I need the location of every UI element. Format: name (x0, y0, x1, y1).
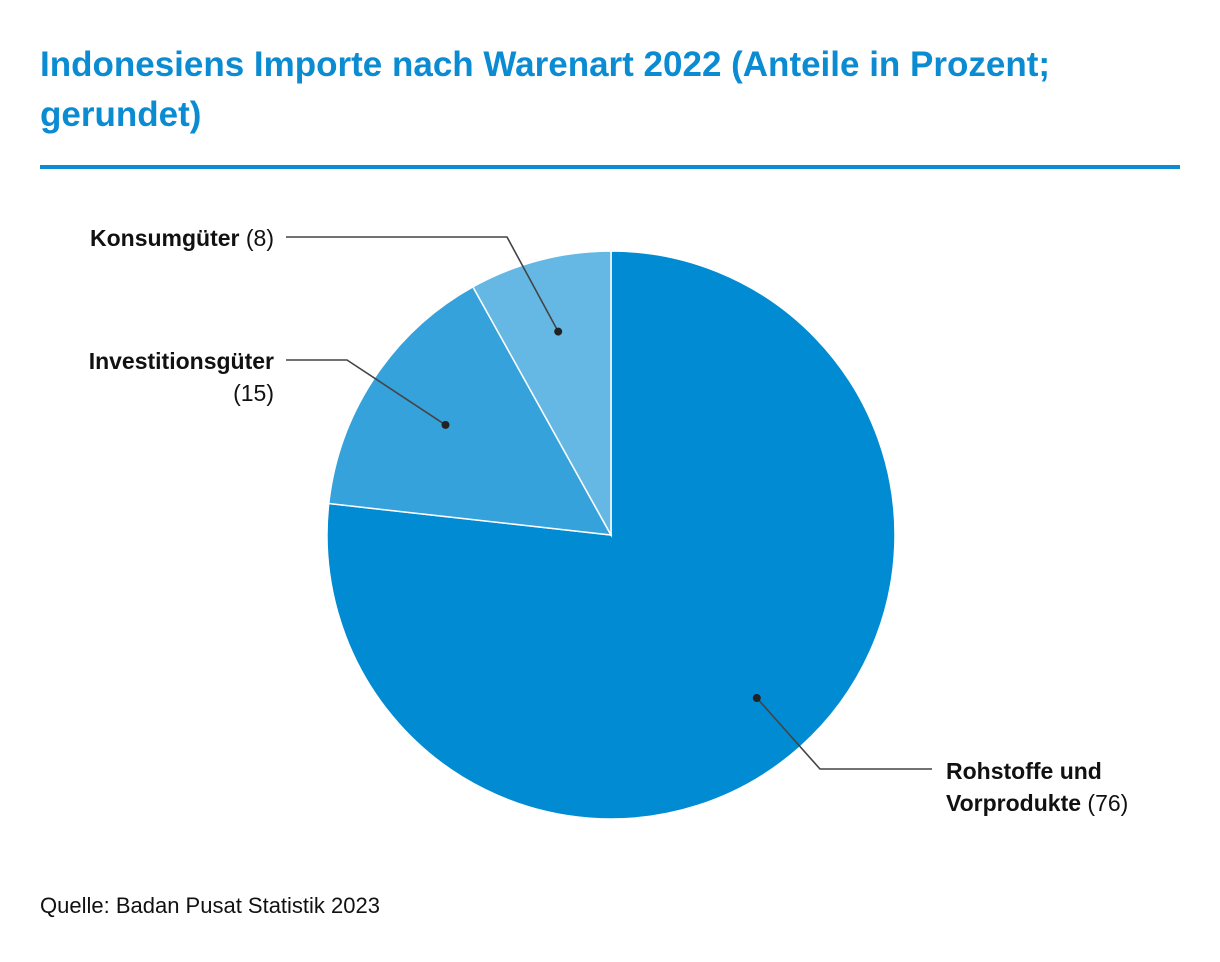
slice-label: Konsumgüter (8) (90, 225, 274, 251)
leader-dot (554, 327, 563, 336)
slice-label: Investitionsgüter (15) (89, 348, 274, 406)
leader-line (756, 697, 932, 770)
leader-lines (286, 236, 932, 770)
leader-line (286, 236, 559, 332)
source-note: Quelle: Badan Pusat Statistik 2023 (40, 893, 380, 918)
leader-line (286, 359, 446, 426)
slice-label: Rohstoffe und Vorprodukte (76) (946, 758, 1128, 816)
slice-labels: Rohstoffe und Vorprodukte (76) Investition… (89, 225, 1129, 816)
pie-slice (471, 250, 612, 538)
title-rule (40, 165, 1180, 169)
leader-dot (441, 420, 450, 429)
leader-dot (752, 694, 761, 702)
chart-title: Indonesiens Importe nach Warenart 2022 (… (40, 45, 1051, 134)
pie-slices (326, 250, 896, 820)
